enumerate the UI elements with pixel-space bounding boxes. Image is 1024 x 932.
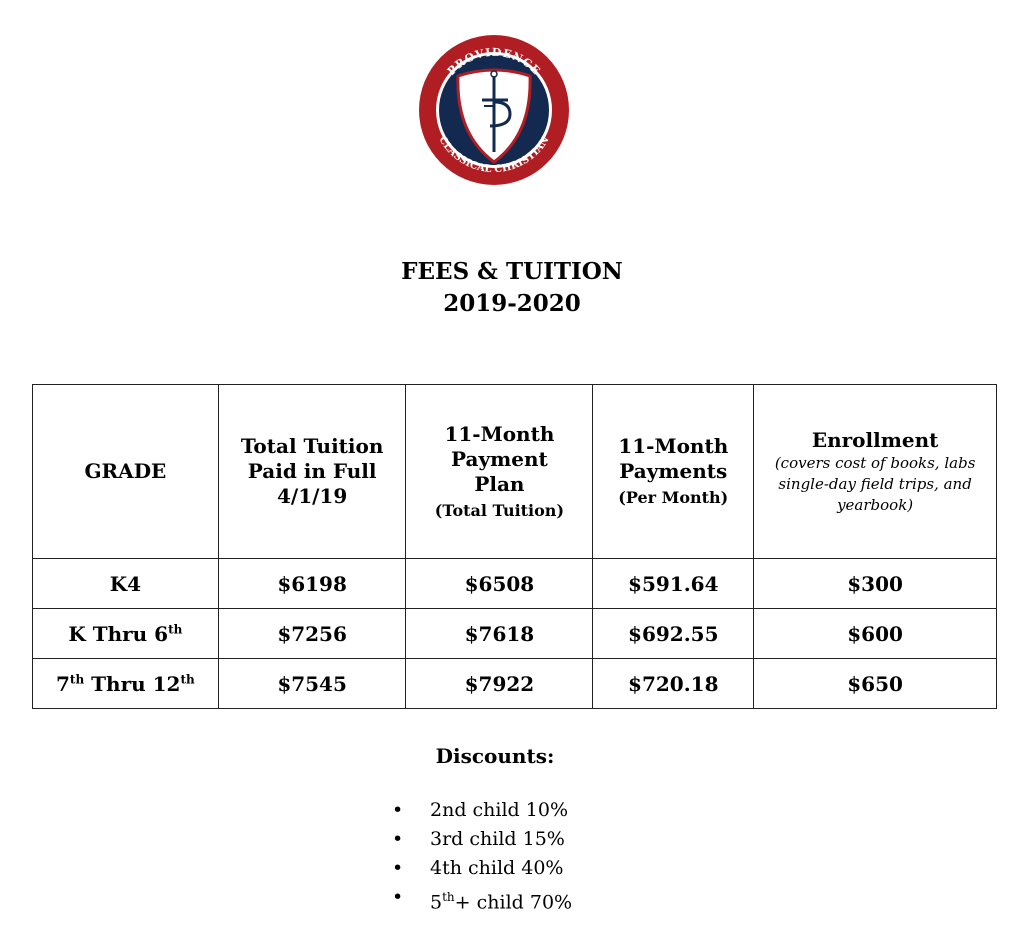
table-header-row: GRADE Total Tuition Paid in Full 4/1/19 … — [32, 384, 997, 559]
bullet-icon: • — [392, 799, 404, 821]
table-row: K4 $6198 $6508 $591.64 $300 — [32, 558, 997, 609]
list-item: • 2nd child 10% — [392, 796, 572, 825]
bullet-icon: • — [392, 886, 404, 908]
enrollment-cell: $600 — [753, 608, 997, 659]
table-row: K Thru 6th $7256 $7618 $692.55 $600 — [32, 608, 997, 659]
tuition-table: GRADE Total Tuition Paid in Full 4/1/19 … — [32, 384, 997, 709]
payment-plan-cell: $7618 — [405, 608, 594, 659]
enrollment-cell: $650 — [753, 658, 997, 709]
discounts-heading: Discounts: — [435, 744, 555, 768]
monthly-cell: $692.55 — [592, 608, 755, 659]
school-logo: PROVIDENCE CLASSICAL CHRISTIAN — [419, 35, 569, 185]
header-payment-plan: 11-Month Payment Plan (Total Tuition) — [405, 384, 594, 559]
paid-in-full-cell: $7545 — [217, 658, 407, 709]
table-row: 7th Thru 12th $7545 $7922 $720.18 $650 — [32, 658, 997, 709]
header-monthly-payments: 11-Month Payments (Per Month) — [592, 384, 755, 559]
header-grade: GRADE — [32, 384, 219, 559]
list-item: • 3rd child 15% — [392, 825, 572, 854]
grade-cell: K4 — [32, 558, 219, 609]
page-subtitle-year: 2019-2020 — [443, 290, 581, 317]
grade-cell: K Thru 6th — [32, 608, 219, 659]
list-item: • 4th child 40% — [392, 854, 572, 883]
header-enrollment: Enrollment (covers cost of books, labs si… — [753, 384, 997, 559]
paid-in-full-cell: $7256 — [217, 608, 407, 659]
payment-plan-cell: $7922 — [405, 658, 594, 709]
paid-in-full-cell: $6198 — [217, 558, 407, 609]
discounts-list: • 2nd child 10% • 3rd child 15% • 4th child… — [392, 796, 572, 917]
payment-plan-cell: $6508 — [405, 558, 594, 609]
monthly-cell: $720.18 — [592, 658, 755, 709]
bullet-icon: • — [392, 857, 404, 879]
grade-cell: 7th Thru 12th — [32, 658, 219, 709]
page-title: FEES & TUITION — [401, 258, 623, 285]
header-paid-in-full: Total Tuition Paid in Full 4/1/19 — [217, 384, 407, 559]
list-item: • 5th+ child 70% — [392, 883, 572, 917]
enrollment-cell: $300 — [753, 558, 997, 609]
bullet-icon: • — [392, 828, 404, 850]
monthly-cell: $591.64 — [592, 558, 755, 609]
